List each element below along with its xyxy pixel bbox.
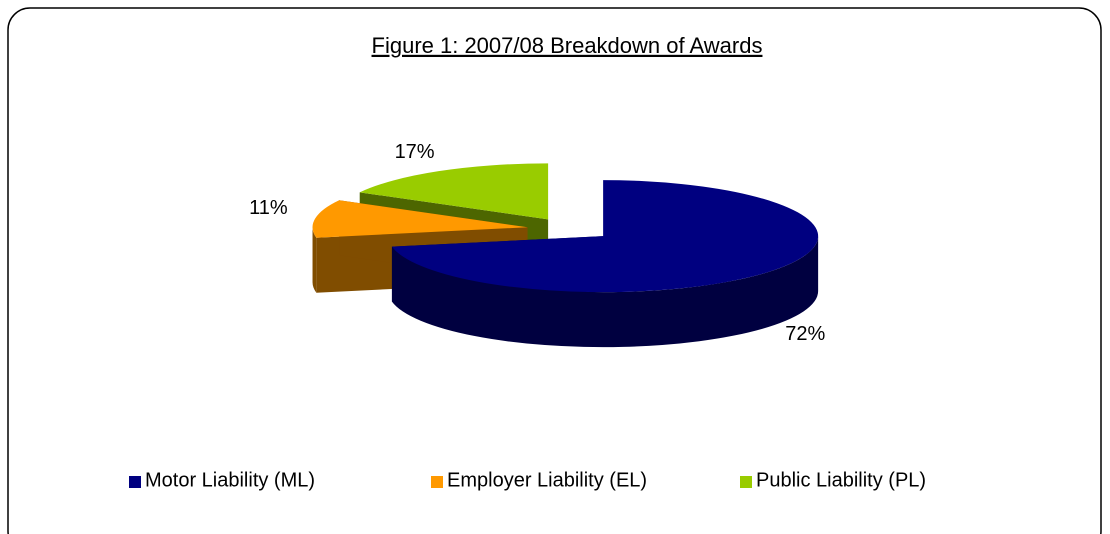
legend-label: Public Liability (PL) [756,469,926,491]
pie-slice [391,180,819,293]
data-label: 17% [395,141,435,163]
legend-swatch [431,476,443,488]
data-label: 72% [785,323,825,345]
legend-label: Employer Liability (EL) [447,469,647,491]
pie-side [391,236,819,348]
legend-label: Motor Liability (ML) [145,469,315,491]
pie-slice [312,200,528,238]
pie-side [312,227,317,293]
legend-swatch [740,476,752,488]
chart-title: Figure 1: 2007/08 Breakdown of Awards [372,33,763,58]
legend-swatch [129,476,141,488]
pie-slice [359,163,549,220]
data-label: 11% [249,197,288,219]
